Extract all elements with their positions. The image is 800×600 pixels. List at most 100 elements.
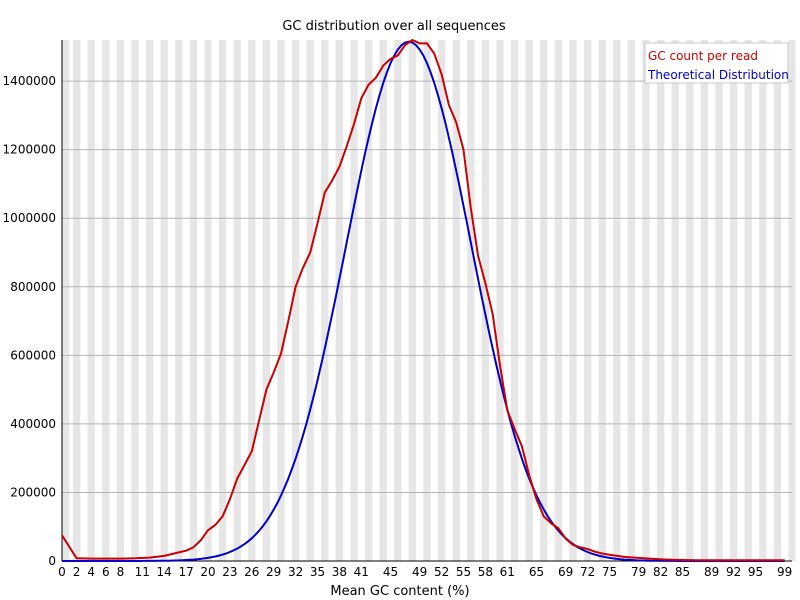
column-stripe [131,40,139,561]
column-stripe [145,40,154,561]
column-stripe [759,40,767,561]
column-stripe [554,40,563,561]
column-stripe [87,40,95,561]
column-stripe [569,40,577,561]
y-tick-label: 800000 [10,280,56,294]
x-tick-label: 65 [529,565,544,579]
column-stripe [715,40,723,561]
y-tick-labels: 0 200000 400000 600000 800000 1000000 1200000 1… [3,74,56,568]
column-stripe [481,40,490,561]
column-stripe [248,40,256,561]
column-stripe [627,40,636,561]
x-tick-label: 6 [102,565,110,579]
series-layer [61,38,785,562]
column-stripe [408,40,417,561]
chart-title: GC distribution over all sequences [282,19,506,34]
x-tick-label: 32 [288,565,303,579]
column-stripe [700,40,709,561]
column-stripe [788,40,796,561]
x-tick-label: 41 [354,565,369,579]
x-tick-label: 26 [244,565,259,579]
y-tick-label: 400000 [10,417,56,431]
column-stripe [437,40,446,561]
column-stripe [671,40,679,561]
column-stripe [364,40,373,561]
series-line-gc-count-per-read [61,38,785,562]
column-stripe [467,40,475,561]
column-stripe [729,40,738,561]
x-tick-label: 61 [500,565,515,579]
x-tick-label: 29 [266,565,281,579]
x-tick-label: 89 [704,565,719,579]
legend-entry-theoretical: Theoretical Distribution [647,68,789,82]
x-tick-label: 82 [653,565,668,579]
x-tick-label: 58 [478,565,493,579]
y-tick-label: 1400000 [3,74,56,88]
x-tick-label: 55 [456,565,471,579]
column-stripe [379,40,387,561]
x-tick-label: 79 [631,565,646,579]
y-tick-label: 1000000 [3,211,56,225]
x-tick-label: 92 [726,565,741,579]
column-stripe [116,40,125,561]
column-stripe [218,40,227,561]
x-tick-label: 35 [310,565,325,579]
column-stripe [613,40,621,561]
column-stripe [642,40,650,561]
x-tick-label: 99 [777,565,792,579]
legend-entry-gc-count: GC count per read [648,49,758,63]
column-stripe [321,40,329,561]
column-stripe [233,40,241,561]
column-stripe [291,40,300,561]
column-stripe [583,40,592,561]
column-stripe [744,40,752,561]
x-tick-label: 85 [675,565,690,579]
column-stripe [160,40,168,561]
x-axis-label: Mean GC content (%) [330,584,469,599]
column-stripe [540,40,548,561]
column-stripe [102,40,110,561]
legend: GC count per read Theoretical Distributi… [644,42,789,84]
column-stripe [175,40,183,561]
column-stripe [394,40,402,561]
column-stripe [189,40,198,561]
x-tick-label: 17 [178,565,193,579]
column-stripe [423,40,431,561]
x-tick-label: 23 [222,565,237,579]
x-tick-label: 8 [117,565,125,579]
column-stripe [773,40,782,561]
x-tick-label: 72 [580,565,595,579]
column-stripe [598,40,606,561]
column-stripe [204,40,212,561]
x-tick-label: 75 [602,565,617,579]
column-stripe [452,40,460,561]
series-line-theoretical-distribution [62,40,785,562]
column-stripe [335,40,344,561]
x-tick-label: 45 [383,565,398,579]
x-tick-label: 14 [157,565,172,579]
y-tick-label: 600000 [10,348,56,362]
column-stripe [496,40,504,561]
column-stripe [525,40,533,561]
x-tick-label: 4 [87,565,95,579]
column-stripe [262,40,271,561]
x-tick-labels: 0 2 4 6 8 11 14 17 20 23 26 29 32 35 38 41 45 49 52 55 58 61 6… [58,565,792,579]
column-stripe [62,40,70,561]
x-tick-label: 69 [558,565,573,579]
column-stripe [350,40,358,561]
x-tick-label: 52 [434,565,449,579]
column-stripe [686,40,694,561]
y-tick-label: 0 [48,554,56,568]
x-tick-label: 95 [748,565,763,579]
x-tick-label: 49 [412,565,427,579]
x-tick-label: 0 [58,565,66,579]
legend-box [644,42,789,84]
column-stripe [656,40,665,561]
column-stripes [62,40,796,561]
y-tick-label: 200000 [10,485,56,499]
column-stripe [510,40,519,561]
x-tick-label: 38 [332,565,347,579]
x-tick-label: 20 [200,565,215,579]
